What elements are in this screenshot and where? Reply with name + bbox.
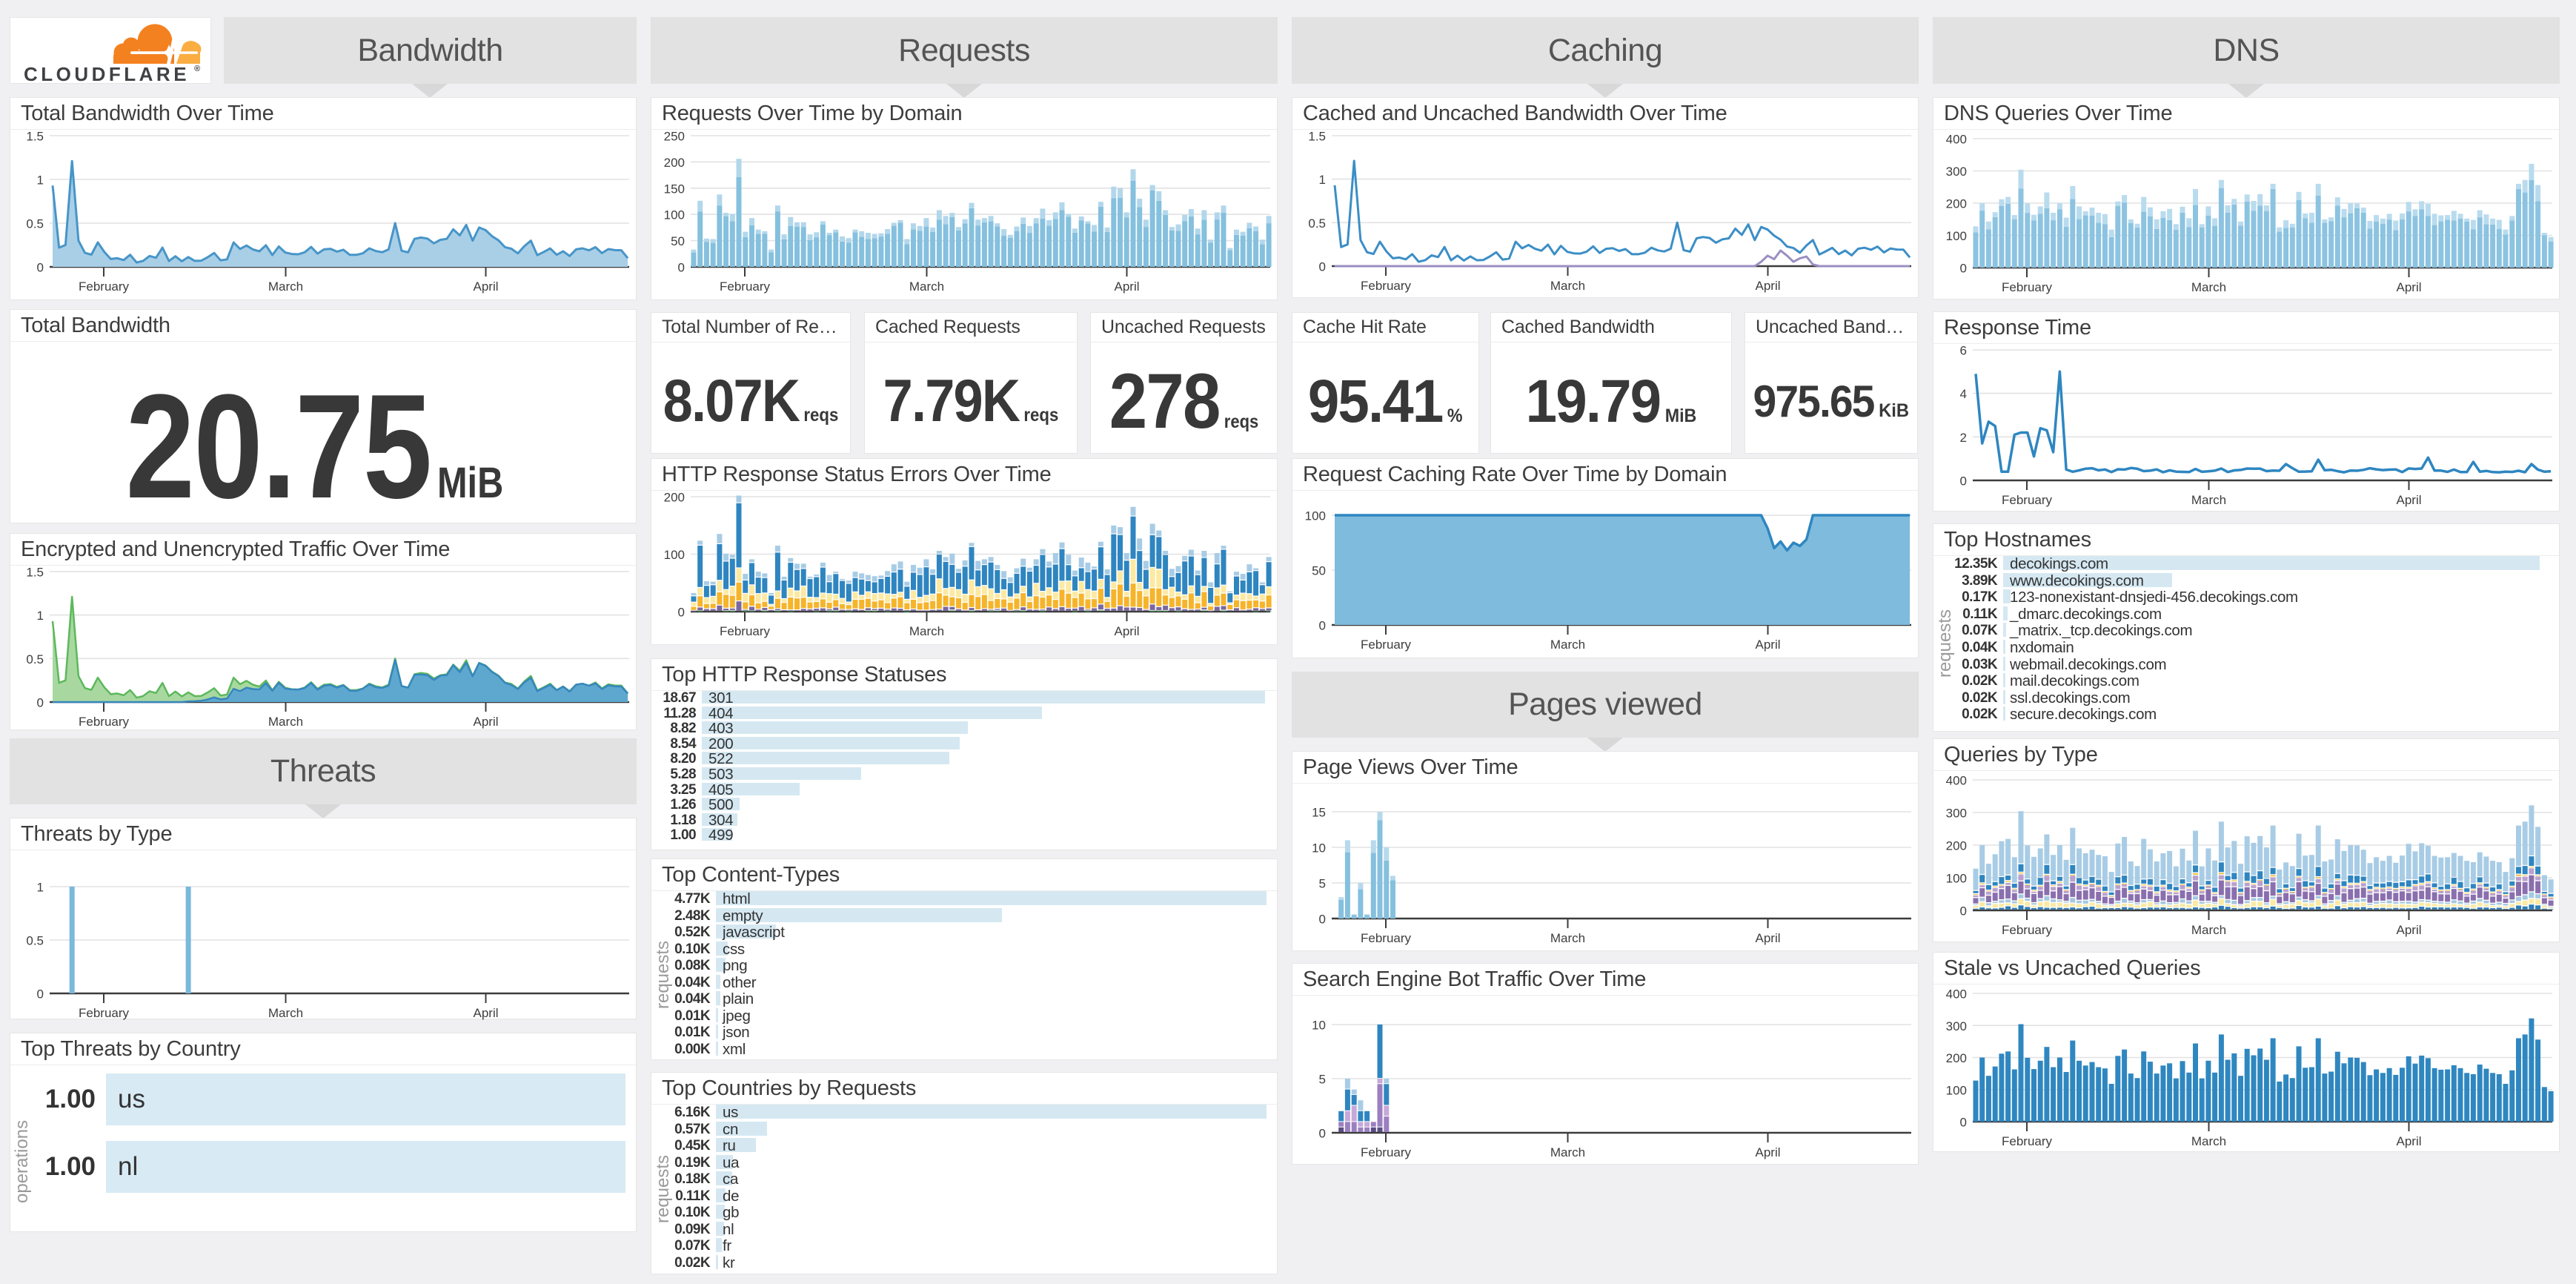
svg-text:March: March [268, 279, 303, 294]
svg-text:1: 1 [37, 609, 44, 623]
svg-text:February: February [2002, 923, 2053, 937]
svg-text:100: 100 [664, 208, 685, 222]
svg-text:0: 0 [1960, 904, 1967, 919]
svg-text:0: 0 [37, 696, 44, 710]
svg-text:February: February [720, 279, 771, 294]
svg-text:April: April [1755, 1145, 1780, 1159]
svg-text:March: March [1550, 931, 1585, 945]
svg-text:300: 300 [1946, 1019, 1967, 1033]
svg-text:0: 0 [678, 606, 685, 620]
svg-text:10: 10 [1312, 1019, 1326, 1033]
svg-text:March: March [1550, 279, 1585, 293]
svg-text:150: 150 [664, 182, 685, 196]
svg-text:April: April [1755, 279, 1780, 293]
svg-text:0: 0 [1319, 1127, 1326, 1141]
svg-text:March: March [909, 279, 944, 294]
svg-text:February: February [720, 624, 771, 638]
svg-text:0: 0 [1960, 262, 1967, 276]
svg-text:2: 2 [1960, 431, 1967, 445]
svg-text:February: February [2002, 1134, 2053, 1148]
svg-text:April: April [1755, 638, 1780, 652]
svg-text:February: February [1361, 279, 1412, 293]
svg-text:400: 400 [1946, 987, 1967, 1002]
svg-text:April: April [473, 279, 498, 294]
svg-text:February: February [1361, 931, 1412, 945]
svg-text:6: 6 [1960, 344, 1967, 358]
svg-text:April: April [2396, 280, 2421, 294]
svg-text:February: February [1361, 638, 1412, 652]
svg-text:250: 250 [664, 130, 685, 144]
svg-text:400: 400 [1946, 133, 1967, 147]
svg-text:50: 50 [671, 234, 685, 248]
svg-text:0.5: 0.5 [26, 217, 44, 231]
svg-text:1: 1 [1319, 173, 1326, 187]
svg-text:200: 200 [1946, 839, 1967, 853]
svg-text:April: April [2396, 1134, 2421, 1148]
svg-text:15: 15 [1312, 806, 1326, 820]
svg-text:1: 1 [37, 881, 44, 895]
svg-text:March: March [2191, 1134, 2226, 1148]
svg-text:4: 4 [1960, 387, 1967, 401]
svg-text:0: 0 [37, 261, 44, 275]
svg-text:March: March [1550, 638, 1585, 652]
svg-text:300: 300 [1946, 165, 1967, 179]
svg-text:February: February [79, 1006, 130, 1020]
svg-text:1.5: 1.5 [1308, 130, 1326, 144]
svg-text:100: 100 [664, 548, 685, 562]
svg-text:400: 400 [1946, 774, 1967, 788]
svg-text:0.5: 0.5 [26, 652, 44, 666]
svg-text:0: 0 [1319, 260, 1326, 274]
svg-text:February: February [1361, 1145, 1412, 1159]
svg-text:March: March [1550, 1145, 1585, 1159]
svg-text:February: February [79, 279, 130, 294]
svg-text:CLOUDFLARE: CLOUDFLARE [24, 63, 190, 85]
svg-text:5: 5 [1319, 877, 1326, 891]
svg-text:0: 0 [1960, 474, 1967, 489]
svg-text:100: 100 [1946, 872, 1967, 886]
svg-text:300: 300 [1946, 807, 1967, 821]
svg-text:100: 100 [1305, 509, 1326, 523]
svg-text:0: 0 [1960, 1116, 1967, 1130]
svg-text:10: 10 [1312, 841, 1326, 856]
svg-text:March: March [268, 715, 303, 729]
svg-text:April: April [473, 715, 498, 729]
svg-text:February: February [2002, 280, 2053, 294]
svg-text:March: March [909, 624, 944, 638]
svg-text:April: April [2396, 923, 2421, 937]
svg-text:200: 200 [1946, 1051, 1967, 1065]
svg-text:February: February [2002, 493, 2053, 507]
svg-text:100: 100 [1946, 1083, 1967, 1097]
svg-text:March: March [2191, 923, 2226, 937]
svg-text:0.5: 0.5 [1308, 216, 1326, 231]
svg-text:0: 0 [678, 261, 685, 275]
svg-text:100: 100 [1946, 229, 1967, 243]
svg-text:1: 1 [37, 173, 44, 188]
svg-text:1.5: 1.5 [26, 130, 44, 144]
svg-text:February: February [79, 715, 130, 729]
svg-text:April: April [1755, 931, 1780, 945]
svg-text:5: 5 [1319, 1073, 1326, 1087]
svg-text:March: March [2191, 280, 2226, 294]
svg-text:April: April [1114, 624, 1139, 638]
svg-text:200: 200 [664, 491, 685, 505]
svg-text:0: 0 [1319, 913, 1326, 927]
svg-text:0: 0 [37, 987, 44, 1002]
svg-text:50: 50 [1312, 564, 1326, 578]
svg-text:0.5: 0.5 [26, 934, 44, 948]
svg-text:April: April [2396, 493, 2421, 507]
svg-text:®: ® [194, 64, 200, 73]
svg-text:0: 0 [1319, 619, 1326, 633]
svg-text:1.5: 1.5 [26, 566, 44, 580]
svg-text:April: April [1114, 279, 1139, 294]
svg-text:March: March [2191, 493, 2226, 507]
svg-text:March: March [268, 1006, 303, 1020]
svg-text:200: 200 [1946, 197, 1967, 211]
svg-text:200: 200 [664, 156, 685, 170]
svg-text:April: April [473, 1006, 498, 1020]
